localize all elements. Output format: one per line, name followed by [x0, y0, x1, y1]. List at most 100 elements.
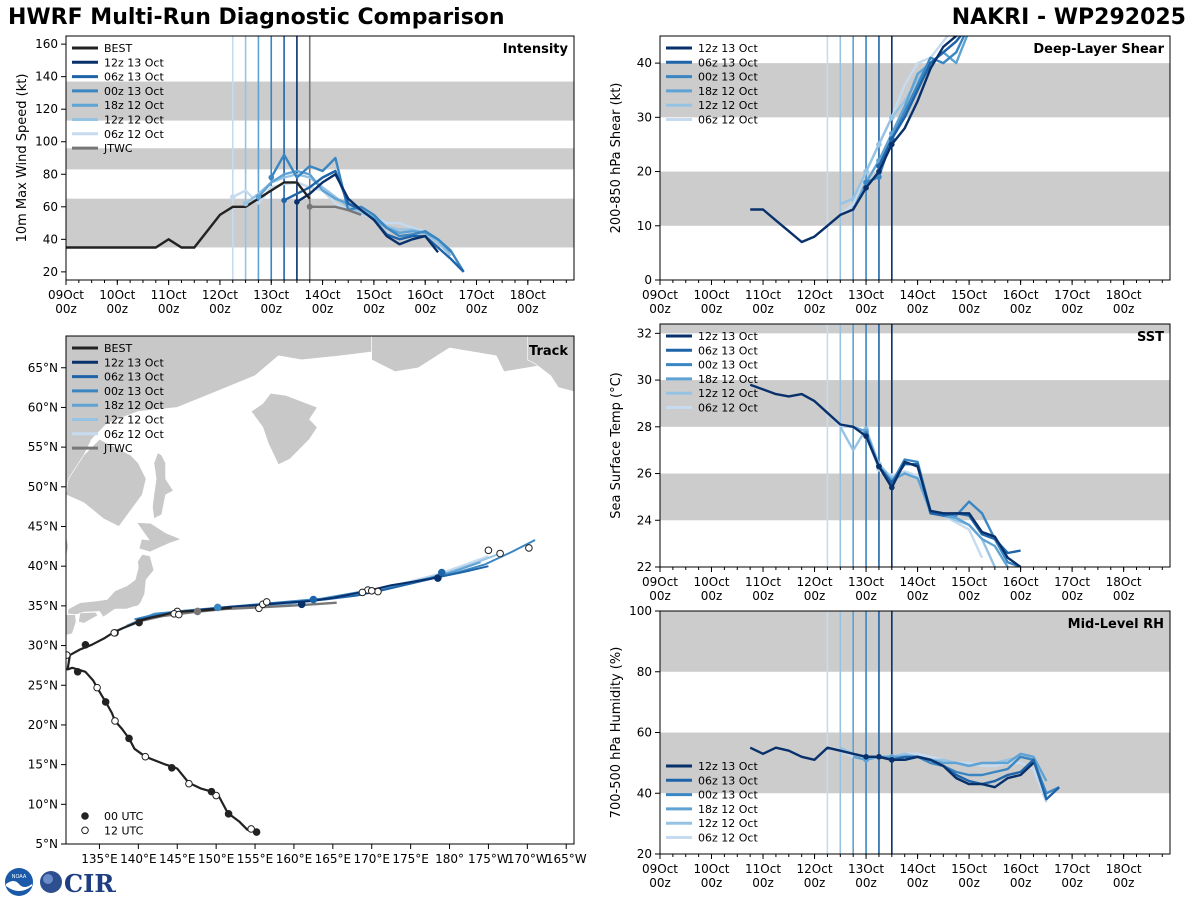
rh-x-tick-label: 00z	[1010, 876, 1032, 890]
shear-x-tick-label: 17Oct	[1054, 288, 1090, 302]
track-y-tick-label: 30°N	[28, 639, 58, 653]
intensity-x-tick-label: 00z	[55, 302, 77, 316]
intensity-series-line	[270, 153, 465, 273]
shear-x-tick-label: 00z	[1010, 302, 1032, 316]
sst-x-tick-label: 00z	[907, 589, 929, 603]
rh-x-tick-label: 15Oct	[951, 862, 987, 876]
intensity-x-tick-label: 11Oct	[151, 288, 187, 302]
intensity-x-tick-label: 12Oct	[202, 288, 238, 302]
track-legend-label: 12z 12 Oct	[104, 414, 164, 427]
noaa-badge-text: NOAA	[12, 874, 27, 880]
shear-series-point	[863, 185, 869, 191]
shear-panel: 09Oct00z10Oct00z11Oct00z12Oct00z13Oct00z…	[609, 35, 1171, 316]
land-mass-korea	[66, 534, 69, 559]
track-series-marker	[434, 574, 442, 582]
land-mass-alaska	[526, 336, 574, 392]
track-legend-label: 12z 13 Oct	[104, 356, 164, 369]
track-best-marker	[247, 825, 255, 833]
track-series-marker	[262, 598, 271, 606]
intensity-x-tick-label: 13Oct	[253, 288, 289, 302]
track-legend-label: JTWC	[103, 442, 133, 455]
sst-series-point	[889, 484, 895, 491]
land-mass-hokkaido	[136, 522, 182, 553]
sst-legend-label: 06z 12 Oct	[698, 402, 758, 415]
intensity-series-point	[242, 200, 249, 207]
track-marker-legend-symbol	[81, 812, 89, 820]
track-series-marker	[374, 587, 382, 596]
intensity-y-tick-label: 140	[35, 70, 58, 84]
rh-legend-label: 00z 13 Oct	[698, 789, 758, 802]
sst-legend-label: 00z 13 Oct	[698, 359, 758, 372]
shear-y-tick-label: 20	[637, 165, 652, 179]
cira-logo-text: CIRA	[64, 869, 116, 898]
rh-legend-label: 12z 12 Oct	[698, 817, 758, 830]
intensity-x-tick-label: 09Oct	[48, 288, 84, 302]
track-y-tick-label: 65°N	[28, 361, 58, 375]
shear-x-tick-label: 16Oct	[1003, 288, 1039, 302]
rh-x-tick-label: 00z	[701, 876, 723, 890]
rh-x-tick-label: 17Oct	[1054, 862, 1090, 876]
shear-legend-label: 06z 13 Oct	[698, 56, 758, 69]
intensity-x-tick-label: 00z	[414, 302, 436, 316]
track-x-tick-label: 175°E	[392, 852, 429, 866]
intensity-panel: 09Oct00z10Oct00z11Oct00z12Oct00z13Oct00z…	[15, 35, 575, 316]
intensity-legend-label: 06z 12 Oct	[104, 128, 164, 141]
sst-x-tick-label: 00z	[1113, 589, 1135, 603]
sst-x-tick-label: 00z	[649, 589, 671, 603]
track-y-tick-label: 55°N	[28, 440, 58, 454]
shear-x-tick-label: 00z	[649, 302, 671, 316]
cira-logo: NOAA CIRA	[5, 868, 116, 898]
intensity-shade-band	[66, 81, 574, 121]
track-x-tick-label: 170°W	[507, 852, 548, 866]
intensity-series-line	[232, 181, 452, 252]
shear-x-tick-label: 15Oct	[951, 288, 987, 302]
track-series-marker	[297, 600, 306, 609]
track-best-marker	[111, 717, 119, 725]
sst-shade-band	[660, 380, 1170, 427]
rh-shade-band	[660, 611, 1170, 672]
track-legend-label: BEST	[104, 342, 132, 355]
sst-x-tick-label: 17Oct	[1054, 575, 1090, 589]
track-legend-label: 06z 13 Oct	[104, 371, 164, 384]
track-best-marker	[135, 618, 143, 627]
rh-x-tick-label: 00z	[1061, 876, 1083, 890]
rh-x-tick-label: 10Oct	[693, 862, 729, 876]
intensity-legend-label: 12z 12 Oct	[104, 114, 164, 127]
shear-x-tick-label: 00z	[804, 302, 826, 316]
intensity-x-tick-label: 18Oct	[510, 288, 546, 302]
track-series-marker	[358, 588, 367, 597]
rh-y-axis-label: 700-500 hPa Humidity (%)	[609, 647, 624, 819]
globe-highlight-icon	[43, 874, 53, 884]
sst-x-tick-label: 12Oct	[797, 575, 833, 589]
intensity-best-line	[66, 181, 311, 249]
intensity-shade-band	[66, 148, 574, 170]
rh-x-tick-label: 00z	[907, 876, 929, 890]
intensity-y-tick-label: 60	[43, 200, 58, 214]
shear-y-axis-label: 200-850 hPa Shear (kt)	[609, 83, 624, 234]
intensity-legend-label: 18z 12 Oct	[104, 99, 164, 112]
track-x-tick-label: 150°E	[198, 852, 235, 866]
track-series-marker	[213, 603, 222, 612]
shear-series-point	[876, 174, 882, 180]
track-legend-label: 06z 12 Oct	[104, 428, 164, 441]
track-panel-title: Track	[529, 344, 568, 359]
sst-legend-label: 06z 13 Oct	[698, 344, 758, 357]
rh-x-tick-label: 00z	[752, 876, 774, 890]
rh-x-tick-label: 11Oct	[745, 862, 781, 876]
intensity-panel-title: Intensity	[503, 42, 569, 57]
rh-x-tick-label: 00z	[855, 876, 877, 890]
track-series-line	[118, 552, 501, 631]
shear-x-tick-label: 00z	[1061, 302, 1083, 316]
track-x-tick-label: 180°	[435, 852, 464, 866]
rh-plot-area	[660, 611, 1170, 854]
track-x-tick-label: 160°E	[276, 852, 313, 866]
intensity-x-tick-label: 00z	[363, 302, 385, 316]
intensity-legend-label: 00z 13 Oct	[104, 85, 164, 98]
shear-x-tick-label: 00z	[1113, 302, 1135, 316]
intensity-y-tick-label: 40	[43, 232, 58, 246]
sst-series-line	[749, 383, 1022, 567]
rh-x-tick-label: 00z	[1113, 876, 1135, 890]
shear-y-tick-label: 0	[644, 273, 652, 287]
track-x-tick-label: 170°E	[353, 852, 390, 866]
